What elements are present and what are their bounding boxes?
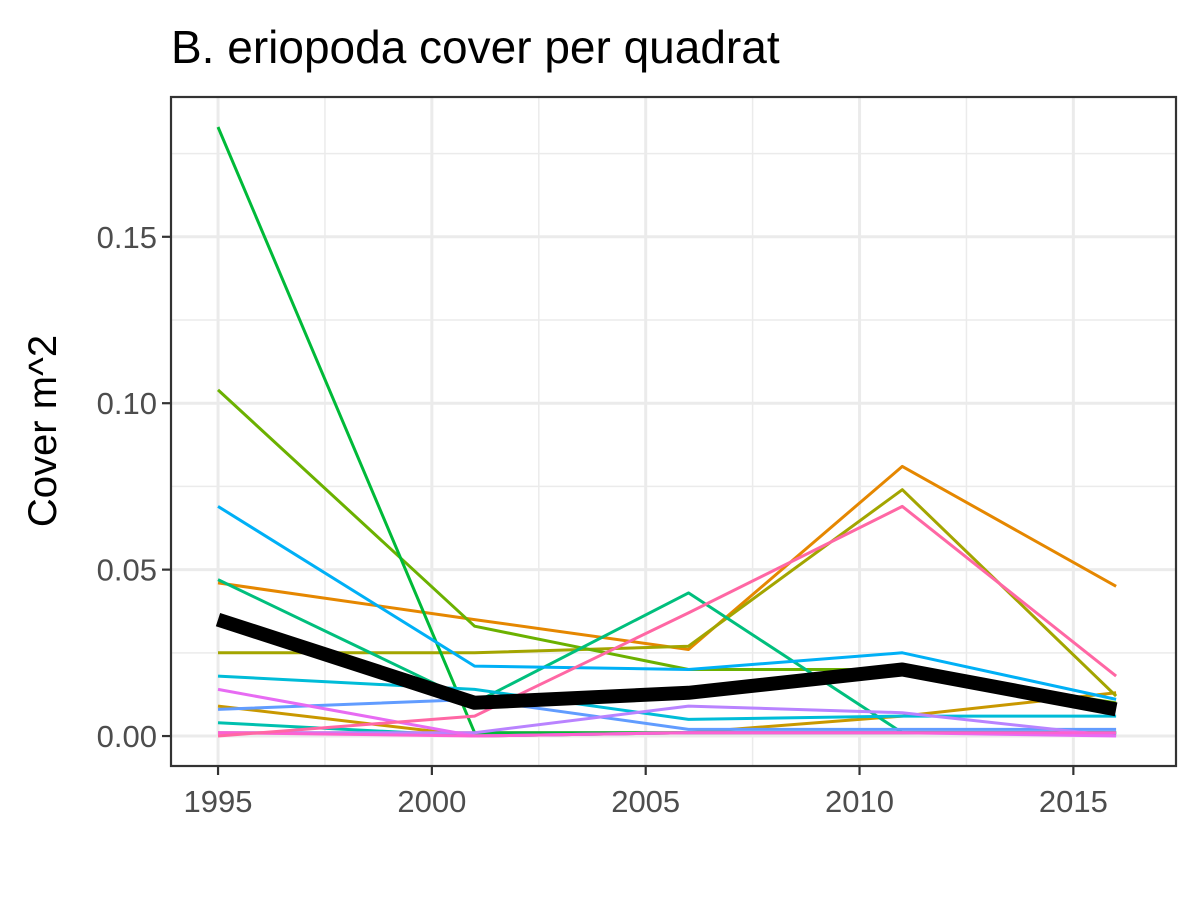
series-line-10: [217, 505, 1117, 701]
series-line-15: [217, 504, 1118, 738]
series-lines: [216, 126, 1118, 738]
mean-line: [215, 612, 1118, 717]
y-tick-label: 0.10: [97, 386, 157, 421]
x-tick-label: 2005: [611, 784, 680, 819]
series-line-2: [217, 464, 1117, 651]
series-line-14: [217, 731, 1117, 738]
x-tick-label: 2015: [1039, 784, 1108, 819]
mean-line-group: [215, 612, 1118, 717]
panel-border: [169, 95, 1178, 768]
y-tick-label: 0.15: [97, 220, 157, 255]
x-tick-label: 1995: [184, 784, 253, 819]
y-tick-label: 0.05: [97, 553, 157, 588]
grid-lines: [171, 97, 1176, 766]
series-line-11: [217, 697, 1117, 731]
series-line-4: [218, 488, 1118, 698]
y-axis-title: Cover m^2: [21, 335, 65, 527]
chart-title: B. eriopoda cover per quadrat: [171, 21, 780, 73]
y-tick-label: 0.00: [97, 719, 157, 754]
x-tick-label: 2010: [825, 784, 894, 819]
series-line-9: [217, 674, 1117, 721]
axes: 1995 2000 2005 2010 2015 0.00 0.05 0.10 0.15: [97, 220, 1108, 819]
x-tick-label: 2000: [397, 784, 466, 819]
series-line-12: [218, 704, 1117, 738]
